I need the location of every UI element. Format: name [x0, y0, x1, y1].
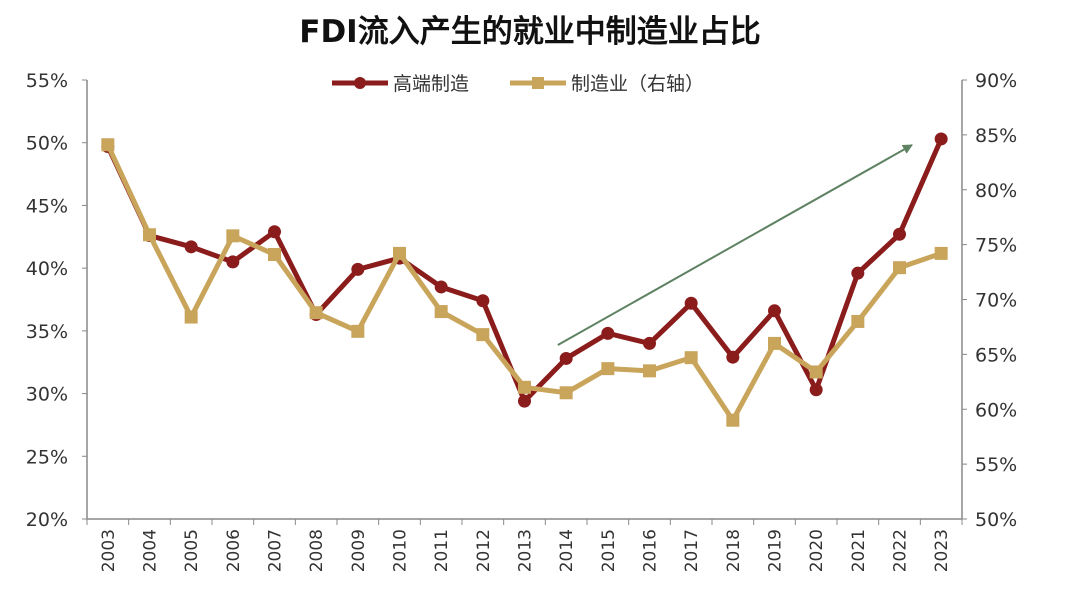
- data-point: [476, 294, 490, 308]
- trend-arrow: [557, 144, 913, 346]
- x-tick-label: 2003: [99, 529, 119, 572]
- right-tick-label: 55%: [975, 454, 1017, 476]
- data-point: [601, 362, 615, 376]
- data-point: [809, 365, 823, 379]
- x-tick-label: 2004: [141, 529, 161, 572]
- left-tick-label: 50%: [26, 133, 68, 155]
- left-tick-label: 25%: [26, 446, 68, 468]
- data-point: [226, 255, 240, 269]
- data-point: [101, 138, 115, 152]
- x-tick-label: 2005: [182, 529, 202, 572]
- data-point: [684, 296, 698, 310]
- data-point: [351, 262, 365, 276]
- x-tick-label: 2015: [599, 529, 619, 572]
- data-point: [934, 132, 948, 146]
- x-tick-label: 2020: [807, 529, 827, 572]
- right-tick-label: 85%: [975, 125, 1017, 147]
- data-point: [184, 240, 198, 254]
- x-tick-label: 2022: [891, 529, 911, 572]
- left-tick-label: 55%: [26, 70, 68, 92]
- legend-label: 高端制造: [393, 73, 469, 95]
- data-point: [851, 314, 865, 328]
- data-point: [559, 351, 573, 365]
- left-tick-label: 30%: [26, 384, 68, 406]
- data-point: [768, 336, 781, 350]
- x-tick-label: 2018: [724, 529, 744, 572]
- data-point: [684, 351, 698, 365]
- data-point: [143, 228, 156, 242]
- data-point: [893, 227, 906, 241]
- data-point: [518, 380, 531, 394]
- legend: 高端制造 制造业（右轴）: [332, 73, 704, 95]
- data-point: [601, 326, 615, 340]
- x-tick-label: 2016: [641, 529, 661, 572]
- right-tick-label: 65%: [975, 344, 1017, 366]
- right-tick-label: 70%: [975, 290, 1017, 312]
- data-point: [351, 324, 365, 338]
- legend-label: 制造业（右轴）: [571, 73, 704, 95]
- x-tick-label: 2011: [432, 529, 452, 572]
- data-point: [809, 383, 823, 397]
- x-tick-label: 2013: [516, 529, 536, 572]
- right-tick-label: 80%: [975, 180, 1017, 202]
- x-tick-label: 2021: [849, 529, 869, 572]
- data-point: [726, 413, 740, 427]
- data-point: [226, 229, 240, 243]
- right-tick-label: 75%: [975, 235, 1017, 257]
- x-tick-label: 2009: [349, 529, 369, 572]
- left-tick-label: 20%: [26, 509, 68, 531]
- x-tick-label: 2010: [391, 529, 411, 572]
- data-point: [768, 304, 781, 318]
- x-tick-label: 2007: [266, 529, 286, 572]
- x-tick-label: 2012: [474, 529, 494, 572]
- data-point: [893, 261, 906, 275]
- data-point: [268, 225, 281, 239]
- left-tick-label: 40%: [26, 258, 68, 280]
- x-tick-label: 2023: [932, 529, 952, 572]
- left-tick-label: 35%: [26, 321, 68, 343]
- right-tick-label: 60%: [975, 399, 1017, 421]
- x-tick-label: 2006: [224, 529, 244, 572]
- axes: 20% 25% 30% 35% 40% 45% 50% 55% 50% 55% 60% 65% 70% 7…: [26, 70, 1017, 572]
- data-point: [268, 248, 281, 262]
- data-point: [309, 306, 323, 320]
- x-tick-label: 2014: [557, 529, 577, 572]
- series-line-2: [105, 143, 942, 423]
- data-point: [934, 246, 948, 260]
- data-point: [434, 280, 448, 294]
- data-point: [559, 386, 573, 400]
- data-point: [518, 394, 531, 408]
- x-tick-label: 2019: [766, 529, 786, 572]
- data-point: [184, 310, 198, 324]
- x-tick-label: 2008: [307, 529, 327, 572]
- right-tick-label: 50%: [975, 509, 1017, 531]
- chart-title: FDI流入产生的就业中制造业占比: [299, 14, 760, 50]
- data-point: [851, 266, 865, 280]
- series-line-1: [105, 137, 944, 404]
- x-tick-label: 2017: [682, 529, 702, 572]
- data-point: [726, 350, 740, 364]
- legend-marker: [532, 77, 544, 89]
- data-point: [476, 328, 490, 342]
- plot-area: [101, 132, 948, 427]
- data-point: [643, 336, 656, 350]
- right-tick-label: 90%: [975, 70, 1017, 92]
- left-tick-label: 45%: [26, 195, 68, 217]
- data-point: [434, 305, 448, 319]
- data-point: [643, 364, 656, 378]
- legend-marker: [354, 77, 366, 89]
- data-point: [393, 246, 406, 260]
